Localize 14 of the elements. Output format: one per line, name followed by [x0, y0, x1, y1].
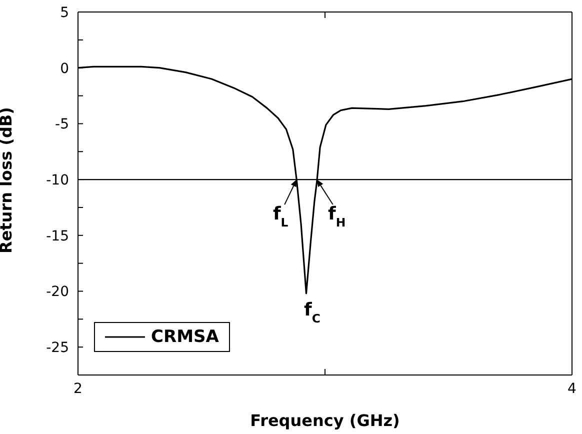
y-tick-label: 0	[60, 60, 69, 77]
annotation: f$_{H}$	[328, 204, 346, 230]
x-axis-title: Frequency (GHz)	[250, 411, 400, 430]
y-tick-label: -20	[46, 284, 69, 300]
y-tick-label: -25	[46, 340, 69, 356]
annotation: f$_{C}$	[304, 299, 320, 326]
y-tick-label: -15	[46, 228, 69, 244]
y-tick-label: -10	[46, 172, 69, 189]
legend-label: CRMSA	[151, 327, 219, 347]
y-tick-label: 5	[60, 4, 69, 21]
y-tick-label: -5	[55, 116, 69, 133]
annotation: f$_{L}$	[272, 204, 289, 230]
x-tick-label: 4	[568, 380, 577, 397]
x-tick-label: 2	[74, 380, 82, 397]
